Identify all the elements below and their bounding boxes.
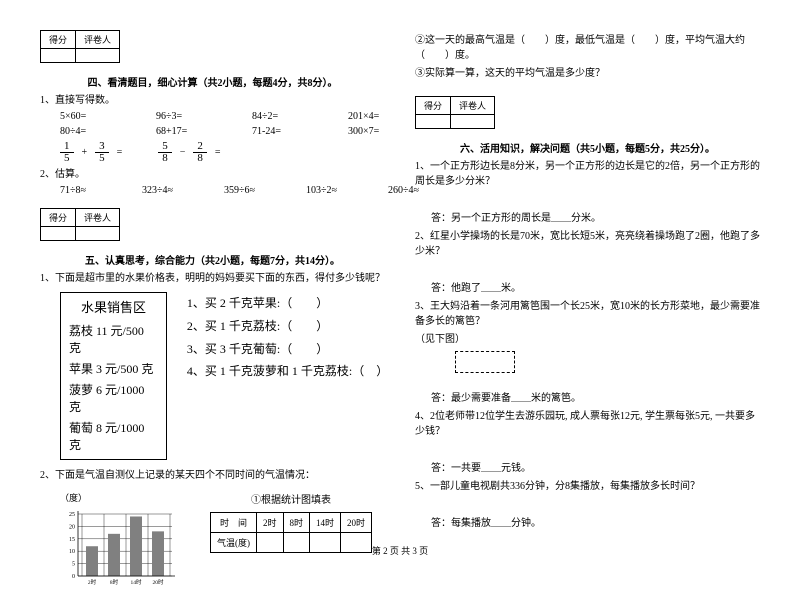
calc-row3: 71÷8≈ 323÷4≈ 359÷6≈ 103÷2≈ 260÷4≈ xyxy=(60,185,385,196)
marker-label: 评卷人 xyxy=(76,31,120,49)
sec6-q2: 2、红星小学操场的长是70米，宽比长短5米，亮亮绕着操场跑了2圈，他跑了多少米？ xyxy=(415,229,760,259)
buy-q: 2、买 1 千克荔枝:（ ） xyxy=(187,315,385,338)
calc: 300×7= xyxy=(348,126,408,137)
eq: = xyxy=(117,147,123,158)
sec6-q3b: （见下图） xyxy=(415,332,760,347)
calc: 103÷2≈ xyxy=(306,185,366,196)
calc: 323÷4≈ xyxy=(142,185,202,196)
sec6-title: 六、活用知识，解决问题（共5小题，每题5分，共25分）。 xyxy=(415,140,760,155)
svg-text:8时: 8时 xyxy=(110,578,119,586)
score-box-sec5: 得分评卷人 xyxy=(40,208,120,241)
page-footer: 第 2 页 共 3 页 xyxy=(0,544,800,557)
sec5-q1: 1、下面是超市里的水果价格表，明明的妈妈要买下面的东西，得付多少钱呢？ xyxy=(40,271,385,286)
sec6-a5: 答：每集播放＿＿分钟。 xyxy=(431,516,760,531)
q2c: ③实际算一算，这天的平均气温是多少度？ xyxy=(415,66,760,81)
th: 时 间 xyxy=(211,513,257,533)
score-label: 得分 xyxy=(41,31,76,49)
fruit-row: 葡萄 8 元/1000 克 xyxy=(69,417,158,455)
svg-text:25: 25 xyxy=(69,512,75,518)
chart-area: （度） 2520151050 2时8时14时20时 ①根据统计图填表 时 间 2… xyxy=(60,491,385,591)
score-box-sec6: 得分评卷人 xyxy=(415,96,495,129)
sec5-q2: 2、下面是气温自测仪上记录的某天四个不同时间的气温情况： xyxy=(40,468,385,483)
left-column: 得分评卷人 四、看清题目，细心计算（共2小题，每题4分，共8分）。 1、直接写得… xyxy=(40,30,385,591)
calc: 71÷8≈ xyxy=(60,185,120,196)
svg-text:20时: 20时 xyxy=(152,578,164,586)
fraction: 15 xyxy=(60,141,74,164)
buy-q: 4、买 1 千克菠萝和 1 千克荔枝:（ ） xyxy=(187,360,385,383)
svg-text:15: 15 xyxy=(69,537,75,543)
bar-chart: （度） 2520151050 2时8时14时20时 xyxy=(60,491,180,591)
buy-q: 1、买 2 千克苹果:（ ） xyxy=(187,292,385,315)
calc: 84÷2= xyxy=(252,111,312,122)
th: 14时 xyxy=(310,513,341,533)
sec6-a3: 答：最少需要准备＿＿米的篱笆。 xyxy=(431,391,760,406)
fraction: 28 xyxy=(193,141,207,164)
op: − xyxy=(180,147,186,158)
dashed-diagram xyxy=(455,351,515,373)
sec6-q3a: 3、王大妈沿着一条河用篱笆围一个长25米，宽10米的长方形菜地，最少需要准备多长… xyxy=(415,299,760,329)
sec6-a2: 答：他跑了＿＿米。 xyxy=(431,281,760,296)
sec6-a1: 答：另一个正方形的周长是＿＿分米。 xyxy=(431,211,760,226)
calc: 68+17= xyxy=(156,126,216,137)
q2b: ②这一天的最高气温是（ ）度，最低气温是（ ）度，平均气温大约（ ）度。 xyxy=(415,33,760,63)
fruit-row: 苹果 3 元/500 克 xyxy=(69,358,158,379)
calc-row1: 5×60= 96÷3= 84÷2= 201×4= xyxy=(60,111,385,122)
sec6-q1: 1、一个正方形边长是8分米，另一个正方形的边长是它的2倍，另一个正方形的周长是多… xyxy=(415,159,760,189)
fruit-title: 水果销售区 xyxy=(69,297,158,316)
sec5-title: 五、认真思考，综合能力（共2小题，每题7分，共14分）。 xyxy=(40,252,385,267)
calc: 201×4= xyxy=(348,111,408,122)
eq: = xyxy=(215,147,221,158)
fraction: 35 xyxy=(95,141,109,164)
calc: 80÷4= xyxy=(60,126,120,137)
sec4-q1: 1、直接写得数。 xyxy=(40,93,385,108)
frac-row: 15 + 35 = 58 − 28 = xyxy=(60,141,385,164)
score-label: 得分 xyxy=(41,209,76,227)
svg-text:14时: 14时 xyxy=(130,578,142,586)
calc: 71-24= xyxy=(252,126,312,137)
calc: 359÷6≈ xyxy=(224,185,284,196)
calc: 5×60= xyxy=(60,111,120,122)
op: + xyxy=(82,147,88,158)
fruit-questions: 1、买 2 千克苹果:（ ） 2、买 1 千克荔枝:（ ） 3、买 3 千克葡萄… xyxy=(187,292,385,460)
fraction: 58 xyxy=(158,141,172,164)
th: 2时 xyxy=(257,513,284,533)
score-box-sec4: 得分评卷人 xyxy=(40,30,120,63)
score-label: 得分 xyxy=(416,97,451,115)
calc: 96÷3= xyxy=(156,111,216,122)
y-label: （度） xyxy=(60,491,180,504)
marker-label: 评卷人 xyxy=(451,97,495,115)
fruit-price-box: 水果销售区 荔枝 11 元/500 克 苹果 3 元/500 克 菠萝 6 元/… xyxy=(60,292,167,460)
buy-q: 3、买 3 千克葡萄:（ ） xyxy=(187,338,385,361)
fruit-row: 菠萝 6 元/1000 克 xyxy=(69,379,158,417)
sec4-title: 四、看清题目，细心计算（共2小题，每题4分，共8分）。 xyxy=(40,74,385,89)
th: 20时 xyxy=(341,513,372,533)
sec6-q4: 4、2位老师带12位学生去游乐园玩, 成人票每张12元, 学生票每张5元, 一共… xyxy=(415,409,760,439)
svg-text:2时: 2时 xyxy=(88,578,97,586)
calc-row2: 80÷4= 68+17= 71-24= 300×7= xyxy=(60,126,385,137)
fruit-container: 水果销售区 荔枝 11 元/500 克 苹果 3 元/500 克 菠萝 6 元/… xyxy=(60,292,385,460)
th: 8时 xyxy=(283,513,310,533)
stat-title: ①根据统计图填表 xyxy=(210,491,372,506)
sec4-q2: 2、估算。 xyxy=(40,167,385,182)
svg-text:20: 20 xyxy=(69,524,75,530)
marker-label: 评卷人 xyxy=(76,209,120,227)
right-column: ②这一天的最高气温是（ ）度，最低气温是（ ）度，平均气温大约（ ）度。 ③实际… xyxy=(415,30,760,591)
fruit-row: 荔枝 11 元/500 克 xyxy=(69,320,158,358)
sec6-q5: 5、一部儿童电视剧共336分钟，分8集播放，每集播放多长时间？ xyxy=(415,479,760,494)
sec6-a4: 答：一共要＿＿元钱。 xyxy=(431,461,760,476)
svg-text:0: 0 xyxy=(72,574,75,580)
